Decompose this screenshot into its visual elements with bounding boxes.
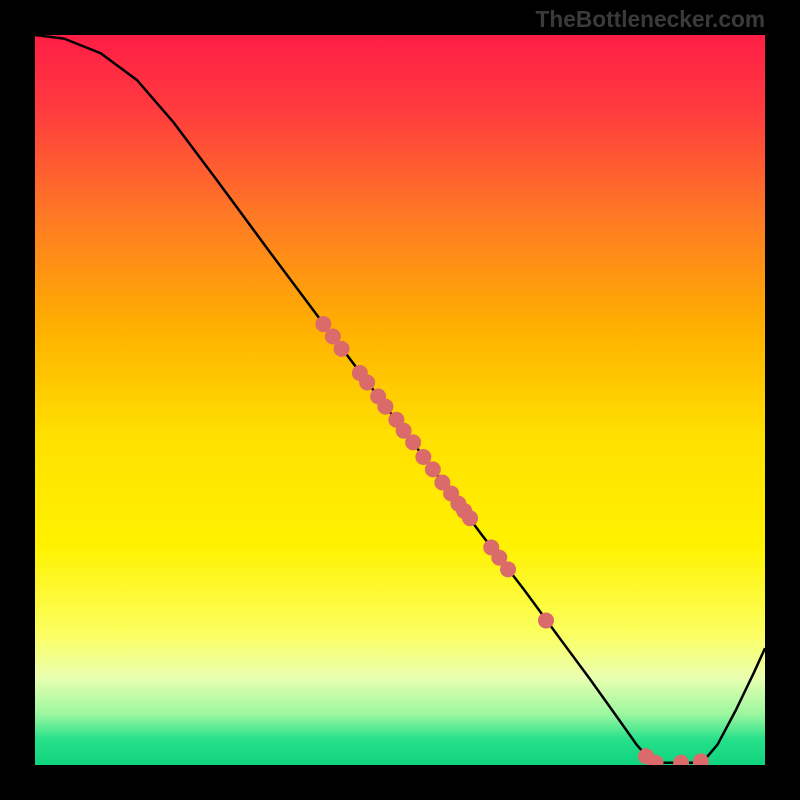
data-point-marker xyxy=(500,561,516,577)
data-point-marker xyxy=(377,399,393,415)
data-point-marker xyxy=(359,374,375,390)
data-point-marker xyxy=(538,612,554,628)
watermark-text: TheBottlenecker.com xyxy=(536,6,765,33)
chart-container: TheBottlenecker.com xyxy=(0,0,800,800)
data-point-marker xyxy=(405,434,421,450)
data-point-marker xyxy=(693,753,709,765)
data-point-marker xyxy=(673,755,689,765)
bottleneck-curve xyxy=(35,35,765,763)
data-point-marker xyxy=(334,341,350,357)
chart-svg-layer xyxy=(35,35,765,765)
data-point-marker xyxy=(462,510,478,526)
data-point-marker xyxy=(425,461,441,477)
plot-area xyxy=(35,35,765,765)
